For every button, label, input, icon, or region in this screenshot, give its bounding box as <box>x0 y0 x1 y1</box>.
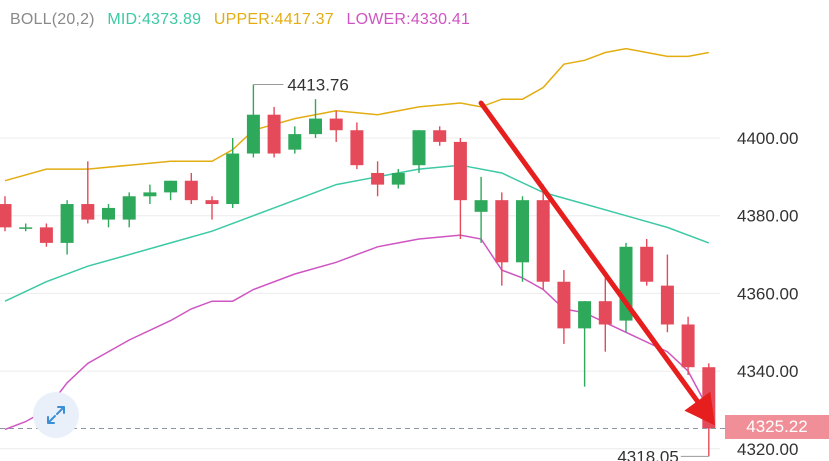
candle <box>578 301 592 387</box>
candle <box>267 106 281 158</box>
candle <box>246 84 260 158</box>
candle <box>39 223 53 247</box>
candle <box>226 138 240 208</box>
legend-lower: LOWER:4330.41 <box>346 11 471 28</box>
y-tick-label: 4340.00 <box>737 362 798 381</box>
candle <box>640 239 654 286</box>
price-axis: 4400.00 4380.00 4360.00 4340.00 4320.00 <box>737 129 798 459</box>
candle <box>205 196 219 220</box>
candle <box>536 184 550 290</box>
candle-body <box>164 180 178 193</box>
candle-body <box>681 324 695 368</box>
candle-body <box>578 301 592 329</box>
candle <box>143 184 157 205</box>
candle-body <box>329 118 343 131</box>
candle-body <box>640 246 654 282</box>
trend-arrow-shaft <box>478 100 700 404</box>
grid-lines <box>0 137 720 450</box>
candle <box>557 270 571 344</box>
candle <box>453 138 467 240</box>
candle-body <box>81 204 95 220</box>
candle-body <box>557 281 571 329</box>
candle-body <box>350 130 364 166</box>
candle-body <box>598 301 612 325</box>
candle-body <box>226 153 240 205</box>
candle <box>619 242 633 333</box>
candle <box>598 277 612 352</box>
candle-body <box>39 227 53 243</box>
candle-body <box>536 200 550 282</box>
y-tick-label: 4400.00 <box>737 129 798 148</box>
candle <box>329 110 343 142</box>
candle-body <box>288 134 302 150</box>
candle-body <box>102 207 115 220</box>
high-price-label: 4413.76 <box>287 76 348 95</box>
candle-body <box>246 114 260 154</box>
candle-body <box>60 204 74 243</box>
annotations: 4413.76 4318.05 <box>0 76 725 461</box>
boll-legend: BOLL(20,2) MID:4373.89 UPPER:4417.37 LOW… <box>10 11 478 29</box>
candle <box>184 172 198 205</box>
candle-body <box>122 196 136 220</box>
candlesticks <box>0 84 716 457</box>
candle <box>681 316 695 375</box>
low-price-label: 4318.05 <box>617 447 678 461</box>
candle <box>81 161 95 224</box>
candle-body <box>184 180 198 201</box>
candle <box>412 130 426 173</box>
candle-body <box>412 130 426 166</box>
candle-body <box>433 130 447 142</box>
candle <box>516 196 529 282</box>
candle <box>19 223 33 232</box>
candle-body <box>205 200 219 205</box>
legend-upper: UPPER:4417.37 <box>213 11 334 28</box>
candle-body <box>660 285 674 325</box>
candle-body <box>495 200 509 263</box>
candle <box>391 169 405 189</box>
bollinger-bands <box>4 47 710 431</box>
candle <box>102 204 115 228</box>
current-price-tag: 4325.22 <box>725 415 829 439</box>
band-lower-line <box>4 234 710 431</box>
candle <box>288 126 302 154</box>
candle <box>0 196 12 232</box>
candle <box>122 192 136 228</box>
y-tick-label: 4360.00 <box>737 284 798 303</box>
candle-body <box>391 172 405 185</box>
candle <box>60 200 74 255</box>
candle-body <box>0 204 12 228</box>
candle-body <box>267 114 281 154</box>
candle <box>660 254 674 333</box>
candle-body <box>143 192 157 197</box>
band-mid-line <box>4 164 710 302</box>
y-tick-label: 4380.00 <box>737 207 798 226</box>
legend-indicator: BOLL(20,2) <box>10 11 95 28</box>
candle <box>309 99 322 138</box>
candle-body <box>474 200 488 212</box>
candle-body <box>371 172 385 185</box>
candle <box>474 176 488 243</box>
candle <box>371 161 385 197</box>
band-upper-line <box>4 47 709 182</box>
candle-body <box>516 200 529 263</box>
legend-mid: MID:4373.89 <box>107 11 202 28</box>
expand-arrows-icon <box>47 406 65 424</box>
y-tick-label: 4320.00 <box>737 440 798 459</box>
candle <box>495 192 509 286</box>
candle-body <box>453 141 467 201</box>
candle <box>350 122 364 170</box>
candle-body <box>19 227 33 229</box>
candle-body <box>309 118 322 135</box>
trend-arrow-head <box>684 391 715 426</box>
expand-chart-button[interactable] <box>33 392 79 438</box>
candle <box>433 126 447 146</box>
candle <box>164 180 178 201</box>
